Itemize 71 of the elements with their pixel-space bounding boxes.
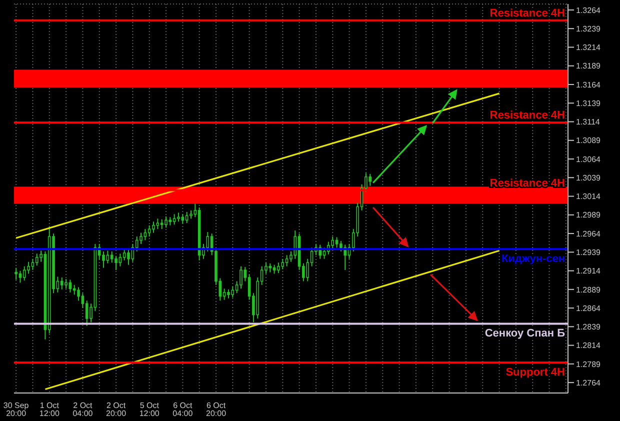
- y-tick-label: 1.3239: [576, 24, 602, 34]
- candlestick: [114, 255, 118, 271]
- candlestick: [18, 270, 22, 284]
- candlestick: [144, 228, 147, 241]
- candlestick: [277, 262, 280, 274]
- x-tick-label: 2 Oct 04:00: [72, 401, 94, 418]
- x-tick-label: 6 Oct 04:00: [172, 401, 194, 418]
- candlestick: [14, 267, 18, 280]
- ref-line-label: Resistance 4H: [490, 109, 566, 122]
- candlestick: [122, 248, 126, 261]
- y-tick-label: 1.3164: [576, 80, 602, 90]
- y-tick-label: 1.3189: [576, 62, 602, 71]
- x-tick-label: 1 Oct 12:00: [39, 401, 60, 418]
- y-tick-label: 1.2864: [576, 304, 602, 313]
- y-tick-label: 1.2764: [576, 378, 602, 388]
- candlestick: [185, 211, 188, 224]
- candlestick: [110, 250, 114, 264]
- ref-line-label: Resistance 4H: [490, 7, 566, 20]
- candlestick: [140, 232, 142, 244]
- candlestick: [240, 266, 242, 290]
- candlestick: [72, 284, 76, 296]
- y-tick-label: 1.2814: [576, 341, 602, 350]
- candlestick: [60, 276, 64, 290]
- candlestick: [118, 253, 122, 267]
- y-tick-label: 1.3264: [576, 6, 602, 15]
- candlestick: [181, 214, 184, 224]
- y-tick-label: 1.3139: [576, 98, 602, 108]
- x-tick-label: 5 Oct 12:00: [139, 401, 160, 418]
- y-tick-label: 1.3064: [576, 154, 602, 164]
- candlestick: [231, 286, 234, 298]
- candlestick: [156, 218, 160, 230]
- y-tick-label: 1.3014: [576, 192, 602, 202]
- y-tick-label: 1.3214: [576, 43, 602, 52]
- candlestick: [172, 214, 176, 226]
- y-tick-label: 1.2964: [576, 229, 602, 238]
- x-tick-label: 6 Oct 20:00: [206, 401, 227, 418]
- candlestick: [102, 250, 105, 268]
- y-tick-label: 1.2939: [576, 248, 602, 257]
- candlestick: [164, 216, 168, 228]
- y-tick-label: 1.3114: [576, 118, 600, 127]
- candlestick: [35, 253, 38, 266]
- candlestick: [64, 278, 68, 290]
- candlestick: [331, 236, 334, 249]
- x-tick-label: 2 Oct 20:00: [106, 401, 127, 418]
- candlestick: [206, 232, 210, 252]
- candlestick: [335, 236, 338, 248]
- ref-line-label: Support 4H: [506, 366, 566, 378]
- candlestick: [22, 266, 26, 281]
- y-tick-label: 1.2914: [576, 266, 602, 276]
- y-tick-label: 1.2839: [576, 322, 602, 332]
- y-tick-label: 1.2789: [576, 360, 602, 369]
- candlestick: [285, 254, 288, 267]
- candlestick: [27, 261, 30, 274]
- ref-line-label: Resistance 4H: [490, 177, 566, 190]
- candlestick: [281, 258, 284, 270]
- candlestick: [127, 249, 130, 266]
- candlestick: [148, 224, 151, 238]
- candlestick: [322, 247, 326, 260]
- candlestick: [160, 218, 164, 230]
- candlestick: [368, 173, 372, 186]
- ref-line-label: Сенкоу Спан Б: [484, 328, 566, 340]
- candlestick: [106, 250, 110, 264]
- candlestick: [77, 286, 80, 302]
- candlestick: [31, 258, 34, 271]
- x-tick-label: 30 Sep 20:00: [3, 401, 30, 418]
- y-tick-label: 1.2889: [576, 285, 602, 294]
- ref-line-label: Киджун-сен: [501, 253, 565, 266]
- candlestick: [152, 221, 155, 234]
- y-tick-label: 1.2989: [576, 210, 602, 220]
- y-tick-label: 1.3039: [576, 173, 602, 182]
- y-tick-label: 1.3089: [576, 136, 602, 146]
